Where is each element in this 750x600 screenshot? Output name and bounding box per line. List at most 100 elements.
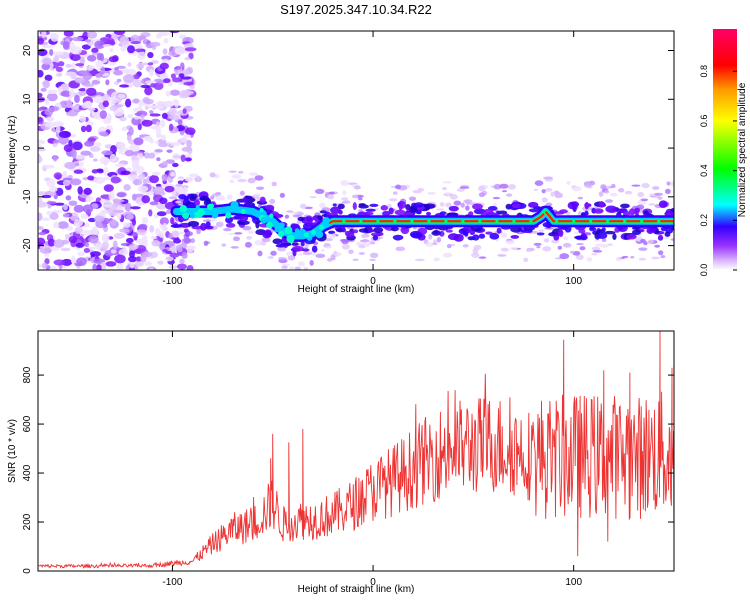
spectrogram-peak	[197, 208, 205, 217]
spectrogram-cell	[357, 194, 364, 198]
spectrogram-cell	[76, 257, 87, 267]
spectrogram-cell	[180, 137, 188, 143]
spectrogram-cell	[93, 176, 105, 184]
spectrogram-cell	[638, 257, 647, 261]
spectrogram-cell	[86, 65, 94, 71]
spectrogram-cell	[446, 244, 452, 249]
spectrogram-cell	[172, 99, 179, 104]
spectrogram-cell	[57, 86, 63, 94]
spectrogram-cell	[601, 238, 607, 242]
spectrogram-cell	[113, 232, 126, 239]
spectrogram-cell	[148, 267, 154, 270]
spectrogram-cell	[38, 112, 42, 118]
spectrogram-cell	[116, 93, 126, 99]
spectrogram-peak	[179, 204, 188, 213]
spectrogram-cell	[136, 228, 147, 236]
spectrogram-cell	[140, 114, 145, 119]
spectrogram-cell	[52, 51, 65, 56]
spectrogram-cell	[523, 257, 529, 262]
spectrogram-cell	[102, 167, 109, 176]
spectrogram-peak	[207, 203, 214, 211]
spectrogram-cell	[78, 88, 88, 92]
spectrogram-cell	[119, 228, 130, 233]
spectrogram-cell	[431, 230, 441, 236]
spectrogram-cell	[225, 223, 236, 228]
spectrogram-cell	[287, 255, 296, 261]
spectrogram-cell	[38, 148, 47, 152]
spectrogram-cell	[553, 190, 560, 195]
spectrogram-cell	[65, 195, 72, 201]
spectrogram-cell	[358, 204, 369, 209]
spectrogram-cell	[528, 201, 539, 208]
spectrogram-cell	[165, 209, 171, 215]
spectrogram-cell	[459, 186, 470, 189]
spectrogram-cell	[132, 79, 142, 88]
spectrogram-cell	[641, 182, 650, 189]
spectrogram-cell	[658, 250, 664, 256]
spectrogram-cell	[60, 90, 72, 97]
spectrogram-cell	[533, 188, 539, 191]
colorbar-label: Normalized spectral amplitude	[737, 82, 748, 217]
spectrogram-cell	[60, 247, 71, 252]
spectrogram-cell	[62, 41, 70, 50]
spectrogram-cell	[44, 108, 54, 116]
spectrogram-cell	[285, 251, 295, 257]
spectrogram-cell	[116, 65, 126, 69]
spectrogram-cell	[665, 188, 671, 195]
spectrogram-cell	[579, 246, 586, 251]
spectrogram-cell	[132, 178, 143, 186]
spectrogram-cell	[320, 248, 326, 252]
spectrogram-peak	[266, 221, 274, 229]
spectrogram-cell	[149, 224, 155, 233]
spectrogram-cell	[112, 209, 125, 214]
spectrogram-cell	[185, 127, 196, 136]
spectrogram-cell	[138, 173, 146, 181]
spectrogram-cell	[660, 254, 666, 259]
spectrogram-cell	[330, 254, 336, 260]
spectrogram-cell	[105, 261, 117, 267]
spectrogram-cell	[304, 206, 313, 210]
spectrogram-cell	[433, 257, 440, 262]
spectrogram-cell	[264, 229, 272, 238]
spectrogram-cell	[71, 62, 76, 71]
spectrogram-cell	[96, 52, 102, 61]
spectrogram-cell	[186, 265, 194, 270]
spectrogram-cell	[348, 249, 354, 254]
spectrogram-cell	[114, 254, 126, 264]
spectrogram-cell	[162, 222, 168, 231]
spectrogram-cell	[297, 216, 305, 222]
spectrogram-cell	[62, 170, 67, 178]
spectrogram-cell	[211, 193, 220, 197]
spectrogram-cell	[153, 82, 164, 91]
spectrogram-cell	[182, 108, 187, 114]
spectrogram-cell	[141, 216, 149, 224]
spectrogram-cell	[38, 139, 44, 144]
spectrogram-cell	[80, 150, 92, 156]
spectrogram-cell	[84, 100, 93, 108]
spectrogram-cell	[439, 202, 445, 207]
spectrogram-cell	[188, 173, 199, 178]
spectrogram-cell	[505, 193, 513, 197]
spectrogram-cell	[154, 148, 163, 153]
bottom-y-axis-label: SNR (10 * v/v)	[7, 419, 18, 483]
spectrogram-cell	[38, 191, 48, 196]
spectrogram-cell	[56, 73, 63, 77]
spectrogram-peak	[240, 209, 246, 215]
spectrogram-cell	[50, 32, 59, 42]
spectrogram-cell	[584, 210, 589, 216]
spectrogram-cell	[55, 125, 61, 133]
spectrogram-cell	[196, 175, 201, 182]
spectrogram-cell	[127, 114, 134, 119]
spectrogram-cell	[85, 198, 91, 203]
spectrogram-cell	[74, 77, 86, 84]
spectrogram-cell	[439, 211, 447, 216]
spectrogram-cell	[75, 63, 85, 67]
spectrogram-cell	[153, 213, 159, 219]
spectrogram-cell	[138, 223, 148, 230]
spectrogram-cell	[170, 245, 176, 254]
spectrogram-cell	[134, 48, 146, 52]
spectrogram-cell	[158, 142, 168, 148]
spectrogram-cell	[541, 189, 546, 194]
spectrogram-cell	[489, 232, 500, 240]
